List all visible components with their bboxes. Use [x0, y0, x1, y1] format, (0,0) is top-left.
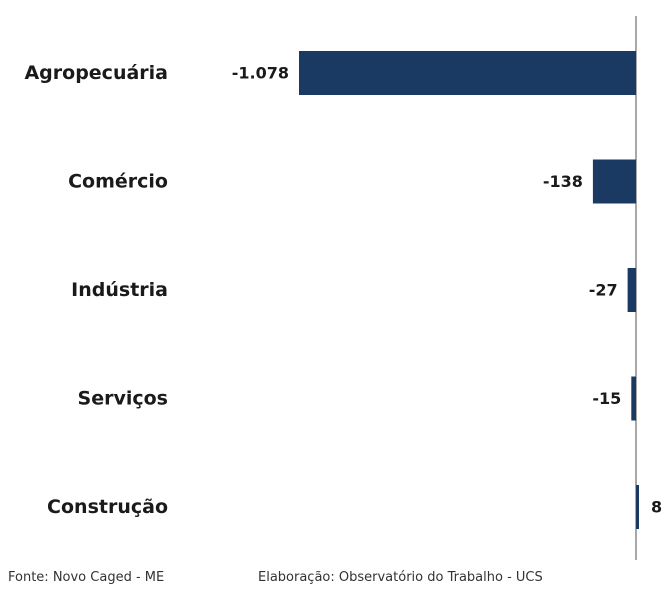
bar-3 [631, 376, 636, 421]
bar-chart: Agropecuária -1.078 Comércio -138 Indústria -… [24, 16, 662, 560]
category-label-2: Indústria [71, 279, 168, 301]
value-label-3: -15 [592, 389, 621, 408]
footer-credit: Elaboração: Observatório do Trabalho - U… [258, 570, 543, 585]
value-label-2: -27 [589, 281, 618, 300]
bar-1 [592, 159, 636, 204]
category-label-0: Agropecuária [24, 62, 168, 84]
category-label-4: Construção [47, 496, 168, 518]
value-label-4: 8 [651, 498, 662, 517]
bar-4 [636, 485, 639, 529]
footer-source: Fonte: Novo Caged - ME [8, 570, 165, 585]
bar-0 [299, 51, 636, 95]
value-label-0: -1.078 [232, 64, 289, 83]
category-label-1: Comércio [68, 171, 168, 193]
value-label-1: -138 [543, 172, 583, 191]
category-label-3: Serviços [78, 388, 168, 410]
bar-2 [627, 268, 636, 312]
